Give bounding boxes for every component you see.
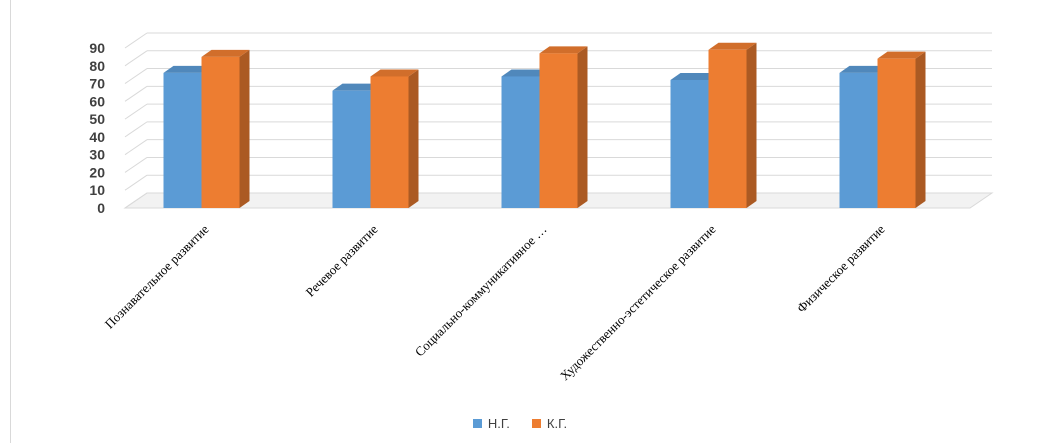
bar-top bbox=[839, 65, 888, 73]
gridline-diagonal bbox=[124, 121, 148, 138]
legend-swatch-series-2 bbox=[531, 419, 541, 428]
gridline-diagonal bbox=[124, 174, 148, 191]
x-category-label: Художественно-эстетическое развитие bbox=[557, 221, 719, 383]
bar-top bbox=[163, 65, 212, 73]
x-axis: Познавательное развитие Речевое развитие С… bbox=[102, 221, 888, 383]
bar bbox=[201, 56, 240, 209]
y-tick-label: 80 bbox=[89, 58, 105, 74]
y-tick-label: 30 bbox=[89, 147, 105, 163]
y-tick-label: 0 bbox=[97, 200, 105, 216]
bar-side bbox=[915, 51, 926, 208]
x-category-label: Познавательное развитие bbox=[102, 221, 212, 331]
x-category-label: Речевое развитие bbox=[303, 221, 381, 299]
gridline-diagonal bbox=[124, 192, 148, 209]
bar bbox=[839, 72, 878, 208]
gridline-diagonal bbox=[124, 139, 148, 156]
bar bbox=[370, 76, 409, 208]
bar-side bbox=[577, 46, 588, 209]
legend-item-series-2: К.Г. bbox=[531, 416, 568, 431]
bar bbox=[539, 53, 578, 209]
y-tick-label: 90 bbox=[89, 40, 105, 56]
bar bbox=[708, 49, 747, 209]
bar-top bbox=[370, 69, 419, 77]
gridline-diagonal bbox=[124, 50, 148, 67]
bar-top bbox=[539, 46, 588, 54]
legend-item-series-1: Н.Г. bbox=[472, 416, 510, 431]
bar-top bbox=[670, 73, 719, 80]
bar-top bbox=[877, 51, 926, 59]
bar bbox=[163, 72, 202, 208]
gridline-diagonal bbox=[124, 32, 148, 49]
chart-frame-edge bbox=[10, 0, 11, 443]
y-tick-label: 40 bbox=[89, 129, 105, 145]
bar-top bbox=[201, 49, 250, 57]
bar-side bbox=[408, 69, 419, 208]
y-tick-label: 70 bbox=[89, 76, 105, 92]
bar-top bbox=[501, 69, 550, 77]
gridline-diagonal bbox=[124, 85, 148, 102]
bar bbox=[501, 76, 540, 208]
x-category-label: Социально-коммуникативное … bbox=[412, 222, 550, 360]
bars bbox=[163, 42, 926, 209]
legend-label-series-1: Н.Г. bbox=[487, 416, 510, 431]
bar-side bbox=[746, 42, 757, 209]
bar-side bbox=[239, 49, 250, 209]
x-category-label: Физическое развитие bbox=[794, 221, 888, 315]
y-tick-label: 60 bbox=[89, 93, 105, 109]
gridline-diagonal bbox=[124, 103, 148, 120]
bar bbox=[670, 80, 709, 208]
legend-swatch-series-1 bbox=[472, 419, 482, 428]
legend-label-series-2: К.Г. bbox=[546, 416, 568, 431]
bar bbox=[332, 90, 371, 208]
bar-top bbox=[332, 83, 381, 91]
y-tick-label: 10 bbox=[89, 182, 105, 198]
gridline-diagonal bbox=[124, 68, 148, 84]
bar-top bbox=[708, 42, 757, 50]
gridline-diagonal bbox=[124, 157, 148, 173]
legend: Н.Г. К.Г. bbox=[0, 416, 1040, 431]
y-tick-label: 20 bbox=[89, 164, 105, 180]
bar bbox=[877, 58, 916, 208]
y-tick-label: 50 bbox=[89, 111, 105, 127]
